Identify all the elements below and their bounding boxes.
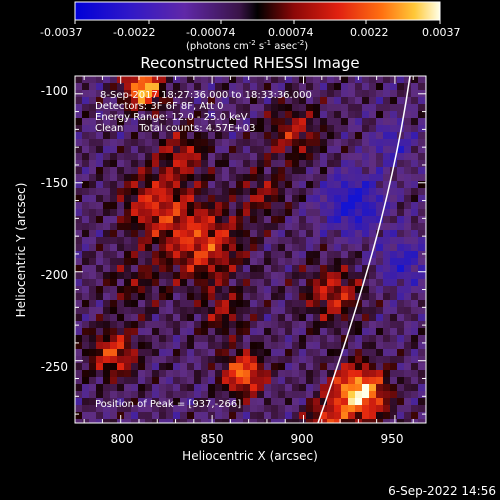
rhessi-image <box>75 76 426 423</box>
colorbar-tick-label: 0.0037 <box>422 26 461 39</box>
colorbar-ticks <box>74 20 441 24</box>
energy-range-text: Energy Range: 12.0 - 25.0 keV <box>95 112 248 123</box>
y-tick-label: -200 <box>41 268 68 282</box>
x-tick-label: 800 <box>111 432 134 446</box>
y-axis-label: Heliocentric Y (arcsec) <box>14 183 28 318</box>
colorbar-tick-label: -0.0022 <box>113 26 155 39</box>
x-tick-label: 950 <box>381 432 404 446</box>
peak-position-text: Position of Peak = [937,-266] <box>95 399 241 410</box>
colorbar: -0.0037 -0.0022 -0.00074 0.00074 0.0022 … <box>40 1 461 52</box>
y-tick-label: -250 <box>41 360 68 374</box>
image-pixels <box>75 76 426 423</box>
axis-ticks <box>75 75 426 423</box>
colorbar-tick-label: -0.00074 <box>186 26 235 39</box>
colorbar-units: (photons cm-2 s-1 asec-2) <box>186 39 308 52</box>
colorbar-tick-label: 0.00074 <box>268 26 314 39</box>
colorbar-tick-label: -0.0037 <box>40 26 82 39</box>
x-tick-label: 900 <box>291 432 314 446</box>
x-axis-label: Heliocentric X (arcsec) <box>182 449 318 463</box>
y-tick-label: -100 <box>41 84 68 98</box>
x-tick-label: 850 <box>201 432 224 446</box>
plot-title: Reconstructed RHESSI Image <box>140 54 359 72</box>
plot-frame <box>74 75 427 424</box>
y-tick-label: -150 <box>41 176 68 190</box>
clean-counts-text: Clean Total counts: 4.57E+03 <box>95 123 255 134</box>
footer-date: 6-Sep-2022 14:56 <box>388 484 496 498</box>
colorbar-tick-label: 0.0022 <box>350 26 389 39</box>
colorbar-gradient <box>74 1 441 21</box>
detectors-text: Detectors: 3F 6F 8F, Att 0 <box>95 101 223 112</box>
solar-limb <box>317 76 411 423</box>
time-range-text: 8-Sep-2017 18:27:36.000 to 18:33:36.000 <box>100 90 312 101</box>
